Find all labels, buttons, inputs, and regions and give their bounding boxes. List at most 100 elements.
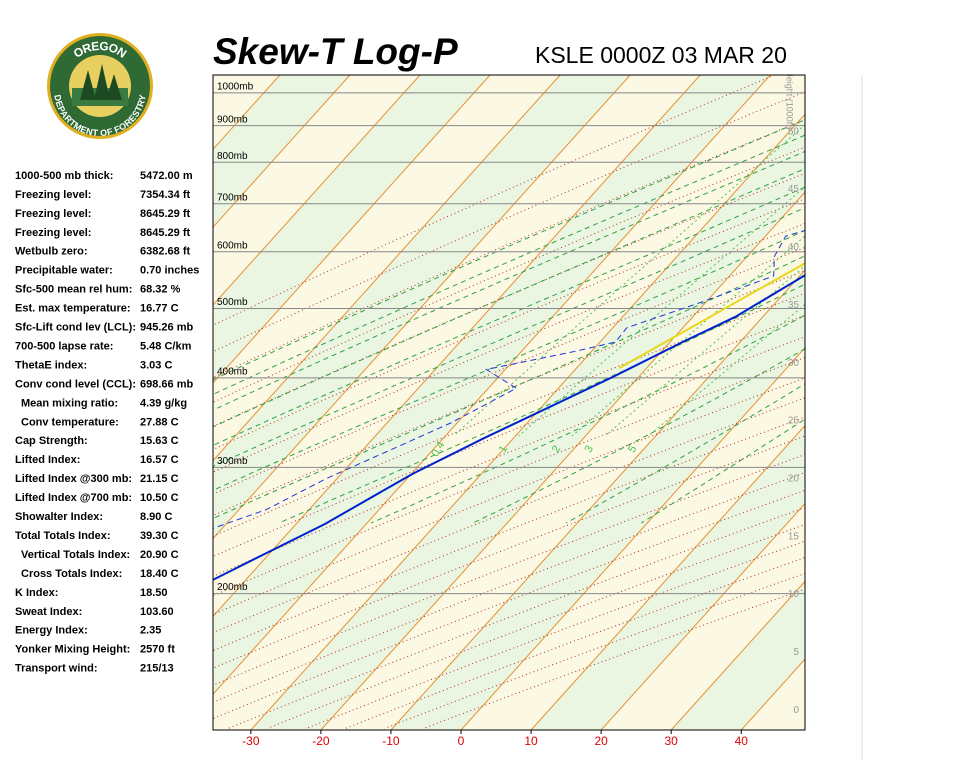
logo-top: OREGON — [71, 39, 129, 61]
dry-adiabat — [213, 119, 805, 378]
height-axis-label: Height (1000ft) — [785, 70, 795, 130]
stat-label: Mean mixing ratio: — [21, 397, 118, 409]
moist-adiabat — [565, 383, 805, 524]
height-label: 25 — [788, 416, 800, 427]
stat-label: Energy Index: — [15, 625, 88, 637]
stat-label: Cross Totals Index: — [21, 568, 122, 580]
stat-value: 20.90 C — [140, 549, 179, 561]
x-tick-label: 10 — [524, 734, 538, 748]
stat-value: 39.30 C — [140, 530, 179, 542]
stat-value: 68.32 % — [140, 284, 181, 296]
stat-label: Total Totals Index: — [15, 530, 111, 542]
stat-value: 18.40 C — [140, 568, 179, 580]
overlay: 1000-500 mb thick: 5472.00 m Freezing leve… — [15, 170, 748, 748]
x-tick-label: -20 — [312, 734, 330, 748]
dry-adiabat — [213, 75, 775, 326]
isotherm — [213, 75, 631, 540]
dry-adiabat — [213, 472, 805, 703]
moist-adiabat — [213, 229, 805, 491]
stat-value: 103.60 — [140, 606, 174, 618]
height-label: 15 — [788, 531, 800, 542]
pressure-label: 700mb — [217, 192, 248, 203]
height-label: 45 — [788, 184, 800, 195]
isotherm — [390, 269, 805, 730]
height-label: 50 — [788, 126, 800, 137]
x-tick-label: 30 — [665, 734, 679, 748]
mixing-ratio-label: 3 — [583, 444, 596, 455]
isotherm — [213, 75, 421, 306]
mixing-ratio-label: 1 — [497, 444, 510, 455]
pressure-label: 1000mb — [217, 81, 254, 92]
stat-label: Lifted Index @700 mb: — [15, 492, 132, 504]
isotherm — [213, 75, 561, 462]
moist-adiabat — [213, 186, 805, 446]
stat-value: 698.66 mb — [140, 378, 193, 390]
pressure-label: 900mb — [217, 114, 248, 125]
x-tick-label: 0 — [458, 734, 465, 748]
stat-value: 15.63 C — [140, 435, 179, 447]
moist-adiabat — [213, 134, 805, 396]
mixing-ratio-line — [518, 186, 805, 437]
stat-value: 945.26 mb — [140, 322, 193, 334]
mixing-ratio-line — [453, 124, 805, 437]
stat-label: Wetbulb zero: — [15, 246, 88, 258]
stat-value: 18.50 — [140, 587, 168, 599]
isotherm — [250, 113, 805, 730]
pressure-label: 300mb — [217, 456, 248, 467]
height-label: 30 — [788, 358, 800, 369]
stat-value: 6382.68 ft — [140, 246, 190, 258]
logo: OREGON DEPARTMENT OF FORESTRY — [47, 33, 153, 139]
stat-value: 3.03 C — [140, 359, 172, 371]
pressure-label: 200mb — [217, 582, 248, 593]
isotherm — [213, 75, 701, 618]
plot-area: 0.4 1 2 3 51000mb900mb800mb700mb600mb500mb40… — [213, 70, 960, 730]
stat-label: K Index: — [15, 587, 58, 599]
stat-value: 5.48 C/km — [140, 340, 192, 352]
chart-title: Skew-T Log-P — [213, 31, 458, 72]
isotherm — [881, 75, 960, 730]
x-tick-label: 20 — [594, 734, 608, 748]
isotherm — [670, 580, 805, 730]
temperature-band — [811, 75, 960, 730]
stat-value: 8645.29 ft — [140, 208, 190, 220]
x-tick-label: -10 — [382, 734, 400, 748]
stat-value: 4.39 g/kg — [140, 397, 187, 409]
moist-adiabat — [213, 119, 805, 381]
stat-label: Sfc-Lift cond lev (LCL): — [15, 322, 136, 334]
mixing-ratio-line — [648, 303, 805, 437]
moist-adiabat — [370, 314, 805, 524]
stat-value: 21.15 C — [140, 473, 179, 485]
stat-label: Vertical Totals Index: — [21, 549, 130, 561]
stat-value: 0.70 inches — [140, 265, 199, 277]
mixing-ratio-label: 5 — [626, 444, 639, 455]
stat-label: Freezing level: — [15, 227, 91, 239]
stat-value: 2.35 — [140, 625, 161, 637]
moist-adiabat — [213, 168, 805, 428]
stat-label: Conv temperature: — [21, 416, 119, 428]
stat-value: 2570 ft — [140, 644, 175, 656]
stat-value: 5472.00 m — [140, 170, 193, 182]
stat-label: ThetaE index: — [15, 359, 87, 371]
stat-label: Sweat Index: — [15, 606, 82, 618]
stat-value: 10.50 C — [140, 492, 179, 504]
stat-label: Freezing level: — [15, 189, 91, 201]
stat-label: Precipitable water: — [15, 265, 113, 277]
stat-label: Cap Strength: — [15, 435, 88, 447]
moist-adiabat — [213, 207, 805, 467]
isotherm — [460, 347, 805, 730]
stat-label: Yonker Mixing Height: — [15, 644, 130, 656]
stat-label: Lifted Index @300 mb: — [15, 473, 132, 485]
stat-label: Lifted Index: — [15, 454, 80, 466]
stat-label: Showalter Index: — [15, 511, 103, 523]
dry-adiabat — [267, 524, 805, 729]
profile-line — [213, 274, 805, 581]
mixing-ratio-label: 2 — [550, 444, 563, 455]
stat-label: 700-500 lapse rate: — [15, 340, 113, 352]
height-label: 40 — [788, 242, 800, 253]
height-label: 0 — [793, 705, 799, 716]
pressure-label: 600mb — [217, 240, 248, 251]
logo-tree — [80, 70, 96, 100]
dry-adiabat — [213, 146, 805, 403]
